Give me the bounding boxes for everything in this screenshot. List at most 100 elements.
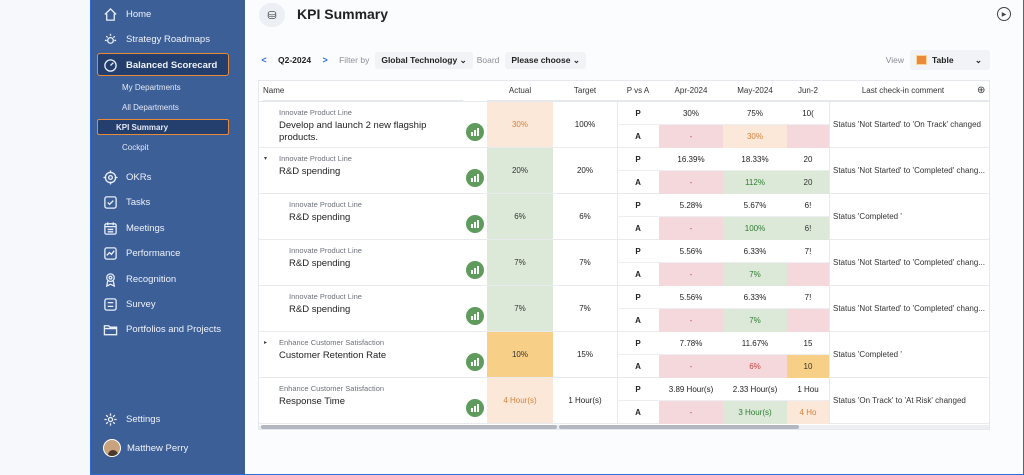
- col-divider: [617, 378, 618, 423]
- sidebar-item-meetings[interactable]: Meetings: [103, 217, 165, 239]
- plan-label: P: [635, 293, 641, 302]
- col-header-target[interactable]: Target: [553, 81, 617, 101]
- col-header-pvsa[interactable]: P vs A: [617, 81, 659, 101]
- col-divider: [617, 148, 618, 193]
- period-label: Q2-2024: [278, 55, 312, 65]
- gauge-icon: [103, 58, 118, 73]
- kpi-name[interactable]: R&D spending: [279, 166, 341, 177]
- actual-month-value: 112%: [723, 171, 787, 194]
- col-header-may[interactable]: May-2024: [723, 81, 787, 101]
- home-icon: [103, 7, 118, 22]
- sidebar-item-okrs[interactable]: OKRs: [103, 166, 151, 188]
- chart-icon[interactable]: [466, 353, 484, 371]
- subnav-my-departments[interactable]: My Departments: [122, 82, 181, 92]
- pa-divider: [617, 262, 829, 263]
- col-header-actual[interactable]: Actual: [487, 81, 553, 101]
- sidebar-item-portfolios[interactable]: Portfolios and Projects: [103, 318, 221, 340]
- plan-label: P: [635, 385, 641, 394]
- next-period-button[interactable]: >: [322, 55, 328, 65]
- target-value: 100%: [574, 120, 596, 129]
- view-label: View: [885, 55, 904, 65]
- pa-divider: [617, 308, 829, 309]
- subnav-all-departments[interactable]: All Departments: [122, 102, 179, 112]
- last-checkin-comment[interactable]: Status 'Not Started' to 'Completed' chan…: [833, 258, 985, 267]
- sidebar-item-home[interactable]: Home: [103, 3, 151, 25]
- sidebar-item-balanced-scorecard[interactable]: Balanced Scorecard: [103, 54, 217, 76]
- table-row[interactable]: Innovate Product Line R&D spending 6% 6% P A 5…: [259, 194, 989, 240]
- last-checkin-comment[interactable]: Status 'Not Started' to 'Completed' chan…: [833, 304, 985, 313]
- target-icon: [103, 169, 118, 185]
- table-row[interactable]: ▸ Enhance Customer Satisfaction Customer R…: [259, 332, 989, 378]
- table-row[interactable]: ▾ Innovate Product Line R&D spending 20% 20%…: [259, 148, 989, 194]
- kpi-name[interactable]: Customer Retention Rate: [279, 350, 387, 361]
- sidebar-item-performance[interactable]: Performance: [103, 242, 180, 264]
- horizontal-scrollbar[interactable]: [259, 425, 989, 429]
- expand-toggle-icon[interactable]: ▸: [264, 340, 268, 346]
- user-profile[interactable]: Matthew Perry: [103, 437, 188, 459]
- col-divider: [829, 102, 830, 147]
- kpi-name[interactable]: R&D spending: [289, 258, 351, 269]
- chart-icon[interactable]: [466, 261, 484, 279]
- scroll-thumb[interactable]: [261, 425, 557, 429]
- col-header-jun[interactable]: Jun-2: [787, 81, 829, 101]
- pa-divider: [617, 400, 829, 401]
- last-checkin-comment[interactable]: Status 'Completed ': [833, 350, 902, 359]
- chart-icon[interactable]: [466, 307, 484, 325]
- actual-month-value: [787, 263, 829, 286]
- kpi-name[interactable]: R&D spending: [289, 304, 351, 315]
- sidebar-item-tasks[interactable]: Tasks: [103, 191, 150, 213]
- view-select[interactable]: Table ⌄: [910, 50, 990, 70]
- plan-label: P: [635, 155, 641, 164]
- last-checkin-comment[interactable]: Status 'Not Started' to 'On Track' chang…: [833, 120, 981, 129]
- scroll-thumb-secondary[interactable]: [559, 425, 799, 429]
- table-row[interactable]: Innovate Product Line R&D spending 7% 7% P A 5…: [259, 286, 989, 332]
- last-checkin-comment[interactable]: Status 'On Track' to 'At Risk' changed: [833, 396, 966, 405]
- prev-period-button[interactable]: <: [261, 55, 267, 65]
- table-row[interactable]: Enhance Customer Satisfaction Response Ti…: [259, 378, 989, 424]
- col-divider: [617, 286, 618, 331]
- col-header-name[interactable]: Name: [263, 81, 463, 101]
- kpi-category: Innovate Product Line: [289, 200, 362, 209]
- last-checkin-comment[interactable]: Status 'Completed ': [833, 212, 902, 221]
- col-divider: [829, 194, 830, 239]
- pa-divider: [617, 124, 829, 125]
- actual-month-value: -: [659, 125, 723, 148]
- table-row[interactable]: Innovate Product Line Develop and launch …: [259, 102, 989, 148]
- col-header-apr[interactable]: Apr-2024: [659, 81, 723, 101]
- sidebar-item-recognition[interactable]: Recognition: [103, 268, 176, 290]
- target-value: 7%: [579, 304, 591, 313]
- chart-icon[interactable]: [466, 169, 484, 187]
- expand-toggle-icon[interactable]: ▾: [264, 156, 268, 162]
- add-column-icon[interactable]: ⊕: [977, 81, 989, 101]
- play-icon[interactable]: ▶: [997, 7, 1011, 21]
- kpi-name[interactable]: Response Time: [279, 396, 346, 407]
- col-divider: [617, 194, 618, 239]
- header-divider: [259, 101, 989, 102]
- kpi-name[interactable]: Develop and launch 2 new flagship produc…: [279, 120, 427, 143]
- chart-icon[interactable]: [466, 215, 484, 233]
- chart-icon[interactable]: [466, 123, 484, 141]
- actual-value: 7%: [487, 240, 553, 285]
- sidebar-item-strategy-roadmaps[interactable]: Strategy Roadmaps: [103, 28, 210, 50]
- col-divider: [829, 378, 830, 423]
- plan-month-value: 75%: [746, 109, 763, 118]
- kpi-name[interactable]: R&D spending: [289, 212, 351, 223]
- actual-label: A: [635, 408, 641, 417]
- plan-month-value: 7!: [804, 247, 812, 256]
- actual-month-value: 10: [787, 355, 829, 378]
- sidebar-item-label: Balanced Scorecard: [126, 59, 218, 71]
- sidebar-item-survey[interactable]: Survey: [103, 293, 156, 315]
- filter-select[interactable]: Global Technology ⌄: [375, 51, 473, 69]
- sidebar-item-settings[interactable]: Settings: [103, 408, 160, 430]
- board-select[interactable]: Please choose ⌄: [505, 51, 586, 69]
- table-row[interactable]: Innovate Product Line R&D spending 7% 7% P A 5…: [259, 240, 989, 286]
- col-header-comment[interactable]: Last check-in comment: [829, 81, 989, 101]
- actual-month-value: -: [659, 217, 723, 240]
- subnav-cockpit[interactable]: Cockpit: [122, 142, 149, 152]
- subnav-kpi-summary[interactable]: KPI Summary: [116, 122, 169, 132]
- actual-month-value: 3 Hour(s): [723, 401, 787, 424]
- chart-icon[interactable]: [466, 399, 484, 417]
- chart-icon: [103, 246, 118, 261]
- last-checkin-comment[interactable]: Status 'Not Started' to 'Completed' chan…: [833, 166, 985, 175]
- plan-month-value: 30%: [682, 109, 699, 118]
